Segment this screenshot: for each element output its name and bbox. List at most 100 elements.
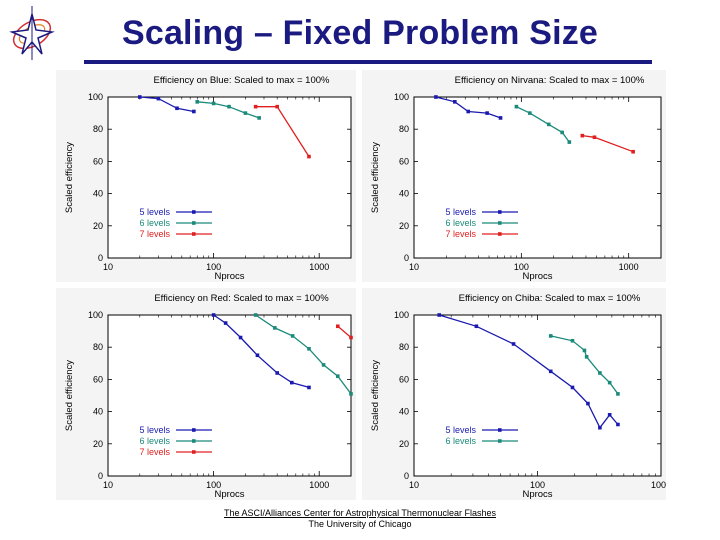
data-point (474, 324, 479, 329)
legend-marker (192, 232, 196, 236)
data-point (253, 104, 258, 109)
y-axis-label: Scaled efficiency (64, 142, 75, 213)
data-point (349, 335, 353, 340)
x-axis-label: Nprocs (522, 489, 552, 500)
chart-title: Efficiency on Nirvana: Scaled to max = 1… (455, 75, 645, 86)
y-tick-label: 100 (88, 310, 103, 320)
legend-label: 6 levels (139, 218, 170, 228)
data-point (156, 96, 161, 101)
legend-marker (192, 428, 196, 432)
data-point (243, 111, 248, 115)
data-point (567, 140, 572, 144)
data-point (570, 338, 575, 343)
y-tick-label: 60 (93, 374, 103, 384)
data-point (580, 133, 585, 138)
data-point (598, 371, 602, 375)
data-point (349, 392, 353, 396)
legend-marker (498, 232, 502, 236)
x-tick-label: 10 (409, 480, 419, 490)
data-point (290, 334, 295, 338)
y-tick-label: 0 (404, 253, 409, 263)
legend-label: 7 levels (139, 229, 170, 239)
y-tick-label: 80 (399, 342, 409, 352)
plot-frame (413, 96, 662, 259)
data-point (175, 106, 179, 111)
data-point (570, 385, 575, 390)
chart-panel-1: Efficiency on Blue: Scaled to max = 100%… (56, 70, 356, 282)
data-point (548, 334, 553, 338)
x-tick-label: 1000 (309, 480, 329, 490)
data-point (560, 130, 564, 135)
y-tick-label: 0 (404, 471, 409, 481)
title-underline (84, 60, 652, 64)
data-point (514, 104, 519, 109)
y-tick-label: 100 (394, 310, 409, 320)
data-point (227, 104, 231, 109)
footer-line-2: The University of Chicago (308, 519, 412, 529)
data-point (307, 385, 311, 390)
x-tick-label: 10 (409, 262, 419, 272)
data-point (592, 135, 597, 140)
chart-panel-4: Efficiency on Chiba: Scaled to max = 100… (362, 288, 671, 500)
y-tick-label: 80 (93, 124, 103, 134)
data-point (273, 326, 277, 330)
efficiency-chart-grid: Efficiency on Blue: Scaled to max = 100%… (56, 70, 671, 500)
y-tick-label: 80 (93, 342, 103, 352)
legend-marker (192, 450, 196, 454)
data-point (511, 342, 516, 346)
y-tick-label: 20 (93, 221, 103, 231)
x-tick-label: 1000 (651, 480, 666, 490)
y-tick-label: 40 (93, 407, 103, 417)
y-tick-label: 40 (399, 407, 409, 417)
series-line-5-levels (139, 96, 194, 113)
data-point (289, 380, 294, 385)
legend-label: 6 levels (445, 436, 476, 446)
slide-title: Scaling – Fixed Problem Size (121, 14, 599, 52)
data-point (598, 425, 602, 430)
legend-label: 5 levels (139, 207, 170, 217)
y-tick-label: 60 (93, 156, 103, 166)
data-point (548, 369, 553, 374)
legend-marker (498, 210, 502, 214)
x-tick-label: 100 (514, 262, 529, 272)
data-point (137, 95, 142, 99)
y-tick-label: 0 (98, 253, 103, 263)
data-point (336, 324, 340, 329)
data-point (582, 348, 587, 353)
legend-label: 5 levels (445, 425, 476, 435)
x-axis-label: Nprocs (522, 271, 552, 282)
legend-marker (498, 439, 502, 443)
plot-frame (107, 96, 352, 259)
chart-title: Efficiency on Blue: Scaled to max = 100% (154, 75, 330, 86)
data-point (616, 422, 620, 427)
data-point (616, 392, 620, 396)
chart-panel-2: Efficiency on Nirvana: Scaled to max = 1… (362, 70, 666, 282)
data-point (528, 111, 532, 115)
legend-marker (192, 221, 196, 225)
x-tick-label: 1000 (619, 262, 639, 272)
data-point (307, 154, 311, 159)
data-point (223, 321, 228, 325)
legend-label: 5 levels (139, 425, 170, 435)
legend-label: 5 levels (445, 207, 476, 217)
data-point (307, 347, 311, 351)
data-point (336, 374, 340, 378)
y-tick-label: 100 (88, 92, 103, 102)
x-tick-label: 100 (206, 262, 221, 272)
legend-label: 6 levels (445, 218, 476, 228)
legend-marker (498, 221, 502, 225)
plot-frame (413, 314, 662, 477)
x-axis-label: Nprocs (214, 489, 244, 500)
chart-title: Efficiency on Red: Scaled to max = 100% (154, 293, 329, 304)
data-point (607, 380, 612, 385)
x-tick-label: 100 (530, 480, 545, 490)
y-axis-label: Scaled efficiency (370, 142, 381, 213)
y-tick-label: 80 (399, 124, 409, 134)
x-tick-label: 100 (206, 480, 221, 490)
chart-panel-3: Efficiency on Red: Scaled to max = 100% 0… (56, 288, 356, 500)
x-tick-label: 1000 (309, 262, 329, 272)
footer-line-1: The ASCI/Alliances Center for Astrophysi… (224, 508, 496, 518)
legend-marker (192, 439, 196, 443)
data-point (321, 363, 326, 367)
data-point (275, 371, 279, 375)
